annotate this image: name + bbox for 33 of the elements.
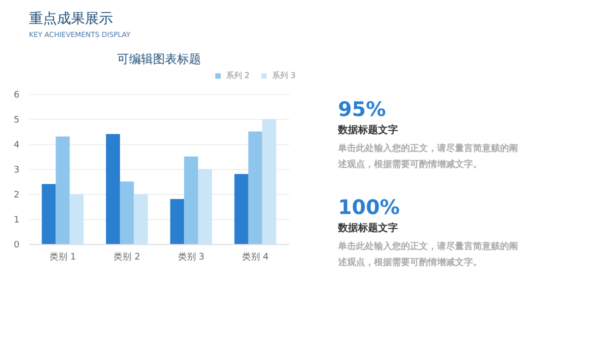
bar [134,194,148,244]
bar [106,134,120,244]
text: 数据标题文字 [337,222,398,234]
y-tick-label: 2 [14,190,20,200]
text: 100% [338,195,400,219]
y-tick-label: 5 [14,116,20,126]
y-tick-label: 4 [14,140,20,150]
legend-label: 系列 2 [226,71,250,80]
text: 重点成果展示 [29,11,113,27]
bar [262,119,276,244]
y-tick-label: 0 [14,240,20,250]
x-tick-label: 类别 2 [114,252,140,262]
y-tick-label: 6 [14,90,20,100]
text: 单击此处输入您的正文，请尽量言简意赅的阐述观点，根据需要可酌情增减文字。 [337,143,518,170]
text: 数据标题文字 [337,124,398,136]
legend-label: 系列 3 [272,71,296,80]
bar [184,156,198,244]
bar [120,182,134,244]
bar [234,174,248,244]
bar [248,132,262,244]
bar [198,169,212,244]
y-tick-label: 1 [14,216,20,226]
x-tick-label: 类别 3 [178,252,204,262]
y-tick-label: 3 [14,166,20,176]
chart-title: 可编辑图表标题 [117,52,201,66]
bar [170,199,184,244]
bar [56,136,70,244]
bar [70,194,84,244]
x-tick-label: 类别 4 [242,252,269,262]
text: 单击此处输入您的正文，请尽量言简意赅的阐述观点，根据需要可酌情增减文字。 [337,241,518,268]
text: 95% [338,97,386,121]
bar [42,184,56,244]
x-tick-label: 类别 1 [49,252,76,262]
